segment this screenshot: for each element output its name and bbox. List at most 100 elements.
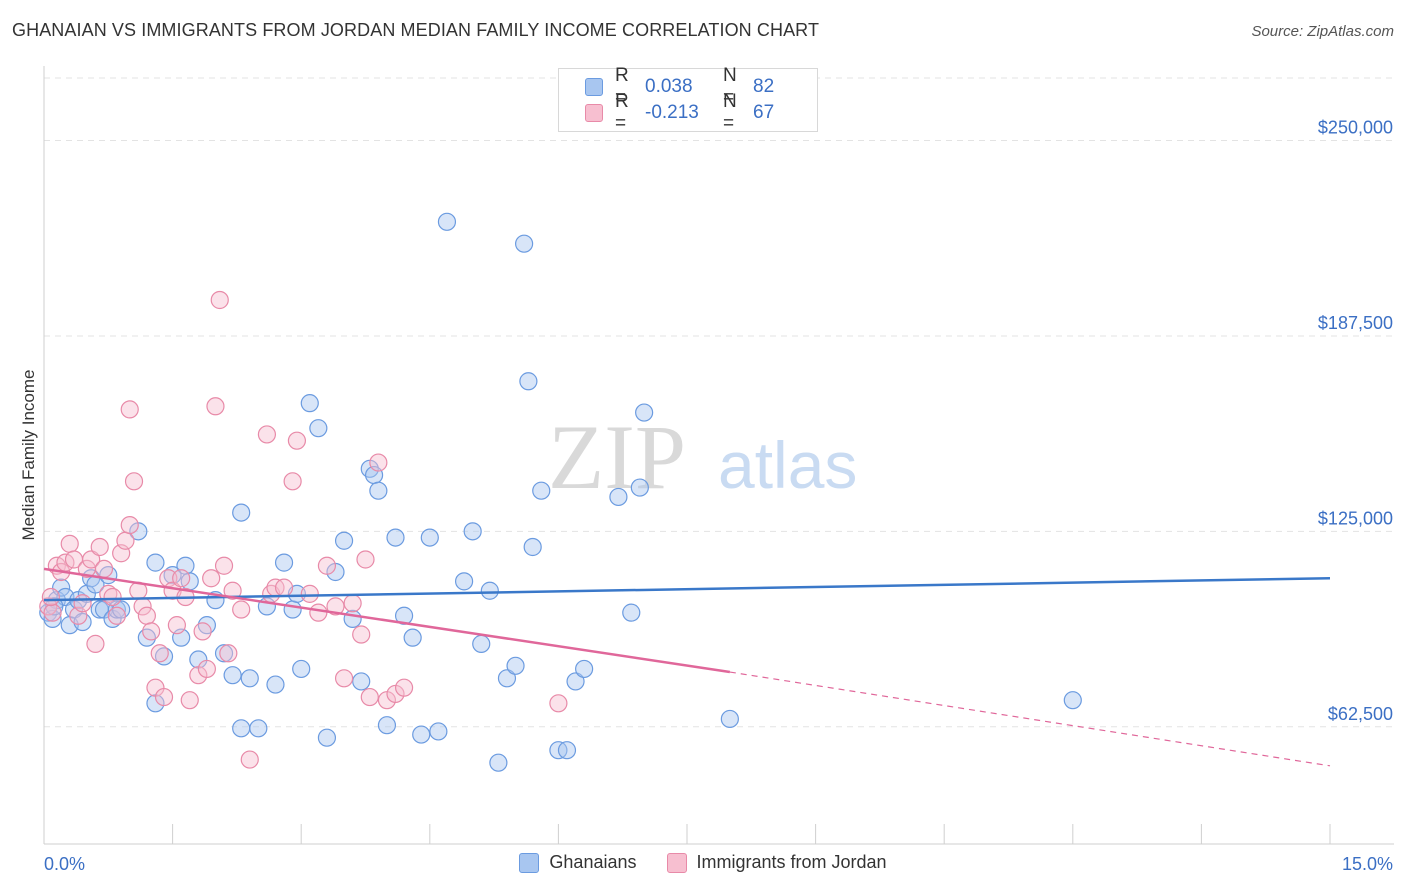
ghanaian-point xyxy=(317,728,337,747)
ghanaian-point xyxy=(214,644,234,663)
legend-swatch-jordan xyxy=(666,852,687,873)
y-tick-label: $62,500 xyxy=(1328,704,1393,724)
ghanaian-point xyxy=(497,669,517,688)
ghanaian-point xyxy=(369,481,388,500)
jordan-point xyxy=(154,687,174,707)
jordan-point xyxy=(240,750,259,769)
jordan-point xyxy=(369,453,388,472)
legend-label-ghanaians: Ghanaians xyxy=(549,852,637,872)
y-axis-label: Median Family Income xyxy=(19,369,38,540)
legend-r-label: R = xyxy=(615,91,629,134)
legend-swatch-jordan xyxy=(585,104,603,122)
jordan-trend-line-extrapolated xyxy=(729,671,1331,767)
ghanaian-point xyxy=(609,487,628,507)
legend-item-ghanaians[interactable]: Ghanaians xyxy=(519,852,637,873)
jordan-point xyxy=(283,472,302,491)
legend-r-value: 0.038 xyxy=(645,76,693,97)
legend-n-label: N = xyxy=(723,91,737,134)
legend-swatch-ghanaians xyxy=(585,78,603,96)
jordan-point xyxy=(167,616,186,635)
jordan-point xyxy=(116,531,135,550)
ghanaian-point xyxy=(232,503,251,522)
legend-r-value: -0.213 xyxy=(645,102,699,123)
ghanaian-trend-line xyxy=(43,576,1331,602)
grid-lines xyxy=(44,77,1394,728)
jordan-point xyxy=(180,691,199,710)
ghanaian-point xyxy=(283,600,302,619)
y-tick-label: $125,000 xyxy=(1318,508,1393,528)
ghanaian-point xyxy=(412,725,431,744)
ghanaian-point xyxy=(575,659,594,679)
ghanaian-point xyxy=(352,672,371,691)
legend-item-jordan[interactable]: Immigrants from Jordan xyxy=(666,852,887,873)
ghanaian-point xyxy=(454,572,474,591)
jordan-point xyxy=(193,622,212,641)
jordan-point xyxy=(309,603,328,622)
watermark-atlas: atlas xyxy=(718,428,857,502)
ghanaian-point xyxy=(45,597,64,616)
ghanaian-point xyxy=(334,531,354,550)
x-tick-label: 15.0% xyxy=(1342,854,1393,874)
jordan-point xyxy=(394,678,414,697)
ghanaian-point xyxy=(489,753,508,772)
ghanaian-point xyxy=(223,666,242,685)
jordan-point xyxy=(90,537,109,557)
y-tick-label: $187,500 xyxy=(1318,313,1393,333)
jordan-point xyxy=(219,644,238,663)
jordan-point xyxy=(150,644,169,663)
ghanaian-point xyxy=(515,234,534,253)
ghanaian-point xyxy=(403,628,422,647)
ghanaian-point xyxy=(437,212,457,231)
ghanaian-point xyxy=(557,741,577,760)
axes xyxy=(43,66,1394,845)
jordan-point xyxy=(43,603,62,622)
legend-swatch-ghanaians xyxy=(519,852,540,873)
ghanaian-point xyxy=(377,716,397,735)
correlation-legend: R = 0.038 N = 82 R = -0.213 N = 67 xyxy=(558,65,818,134)
jordan-point xyxy=(317,556,337,575)
ghanaian-point xyxy=(146,553,165,572)
jordan-point xyxy=(103,587,122,607)
jordan-point xyxy=(549,694,568,713)
jordan-point xyxy=(120,400,139,419)
jordan-trend-line xyxy=(43,567,731,674)
jordan-point xyxy=(124,472,144,491)
legend-n-value: 82 xyxy=(753,76,775,97)
ghanaian-point xyxy=(519,372,538,391)
ghanaian-point xyxy=(274,553,294,572)
ghanaian-point xyxy=(566,672,585,691)
ghanaian-point xyxy=(480,581,499,600)
jordan-point xyxy=(142,622,161,641)
ghanaian-point xyxy=(292,659,311,679)
jordan-point xyxy=(334,669,354,688)
data-points xyxy=(39,212,1082,772)
y-tick-label: $250,000 xyxy=(1318,118,1393,138)
jordan-point xyxy=(343,594,362,613)
ghanaian-point xyxy=(720,709,739,729)
ghanaian-point xyxy=(343,609,362,628)
legend-n-label: N = xyxy=(723,65,737,108)
jordan-point xyxy=(326,597,345,616)
watermark-zip: ZIP xyxy=(548,406,686,508)
jordan-point xyxy=(214,556,234,575)
ghanaian-point xyxy=(630,478,649,497)
ghanaian-point xyxy=(420,528,439,547)
jordan-point xyxy=(352,625,371,644)
jordan-point xyxy=(202,569,221,588)
ghanaian-point xyxy=(429,722,448,741)
series-legend: Ghanaians Immigrants from Jordan xyxy=(0,852,1406,873)
jordan-point xyxy=(107,606,126,625)
jordan-point xyxy=(300,584,319,603)
legend-n-value: 67 xyxy=(753,102,775,123)
ghanaian-point xyxy=(506,656,525,675)
ghanaian-point xyxy=(1063,691,1082,710)
ghanaian-point xyxy=(622,603,641,622)
jordan-point xyxy=(197,659,216,679)
ghanaian-point xyxy=(309,419,328,438)
jordan-point xyxy=(137,606,156,625)
jordan-point xyxy=(60,534,79,553)
source-label: Source: ZipAtlas.com xyxy=(1251,23,1394,40)
jordan-point xyxy=(210,290,229,310)
ghanaian-point xyxy=(635,403,654,422)
legend-label-jordan: Immigrants from Jordan xyxy=(696,852,887,872)
